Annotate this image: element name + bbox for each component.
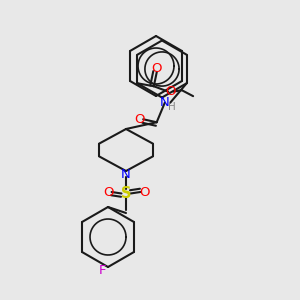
Text: O: O <box>152 62 162 75</box>
Text: H: H <box>168 102 176 112</box>
Text: S: S <box>121 186 131 201</box>
Text: O: O <box>103 185 113 199</box>
Text: O: O <box>165 85 176 98</box>
Text: O: O <box>134 113 145 126</box>
Text: F: F <box>99 264 106 277</box>
Text: O: O <box>139 185 149 199</box>
Text: N: N <box>121 168 131 181</box>
Text: N: N <box>160 96 170 109</box>
